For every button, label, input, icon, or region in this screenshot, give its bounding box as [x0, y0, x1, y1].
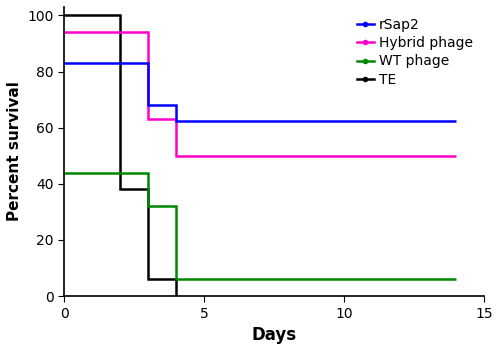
Line: Hybrid phage: Hybrid phage	[64, 32, 456, 156]
Hybrid phage	[453, 154, 459, 158]
WT phage	[174, 204, 180, 208]
Line: rSap2: rSap2	[64, 63, 456, 121]
Legend: rSap2, Hybrid phage, WT phage, TE: rSap2, Hybrid phage, WT phage, TE	[352, 14, 478, 91]
WT phage	[174, 277, 180, 281]
WT phage	[62, 171, 68, 175]
rSap2	[62, 61, 68, 65]
rSap2	[453, 119, 459, 123]
rSap2	[146, 103, 152, 107]
WT phage	[453, 277, 459, 281]
Hybrid phage	[146, 30, 152, 34]
Line: WT phage: WT phage	[64, 173, 456, 279]
TE	[146, 277, 152, 281]
TE	[118, 187, 124, 192]
TE	[62, 13, 68, 18]
Y-axis label: Percent survival: Percent survival	[7, 81, 22, 221]
Hybrid phage	[90, 30, 96, 34]
WT phage	[118, 171, 124, 175]
rSap2	[174, 103, 180, 107]
Hybrid phage	[62, 30, 68, 34]
TE	[118, 13, 124, 18]
TE	[174, 277, 180, 281]
Line: TE: TE	[64, 15, 176, 296]
rSap2	[174, 119, 180, 123]
Hybrid phage	[146, 117, 152, 121]
Hybrid phage	[174, 154, 180, 158]
Hybrid phage	[90, 30, 96, 34]
WT phage	[118, 171, 124, 175]
rSap2	[90, 61, 96, 65]
Hybrid phage	[174, 117, 180, 121]
rSap2	[146, 61, 152, 65]
TE	[62, 13, 68, 18]
rSap2	[90, 61, 96, 65]
WT phage	[146, 204, 152, 208]
TE	[146, 187, 152, 192]
X-axis label: Days: Days	[252, 326, 297, 344]
TE	[174, 294, 180, 298]
WT phage	[146, 171, 152, 175]
